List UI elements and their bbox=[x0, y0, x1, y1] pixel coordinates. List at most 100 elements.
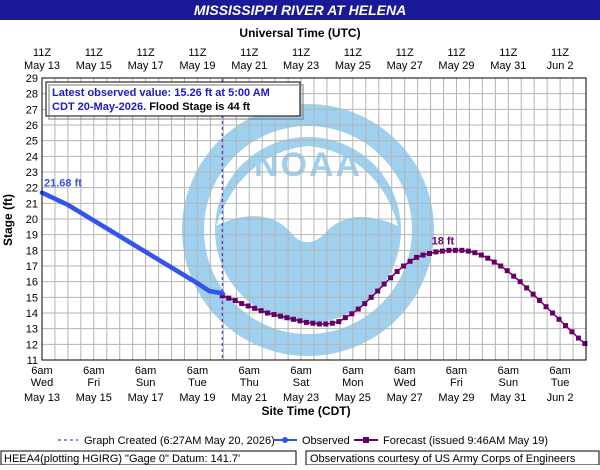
top-tick-date: May 29 bbox=[438, 60, 474, 72]
top-tick-date: May 19 bbox=[179, 60, 215, 72]
legend-forecast-label: Forecast (issued 9:46AM May 19) bbox=[383, 435, 548, 447]
top-tick-date: May 27 bbox=[387, 60, 423, 72]
y-tick-label: 16 bbox=[26, 277, 38, 289]
forecast-point bbox=[537, 297, 543, 303]
forecast-point bbox=[388, 275, 394, 281]
forecast-point bbox=[459, 247, 465, 253]
forecast-point bbox=[316, 321, 322, 327]
forecast-point bbox=[323, 321, 329, 327]
x-tick-date: May 15 bbox=[76, 392, 112, 404]
forecast-point bbox=[232, 297, 238, 303]
forecast-point bbox=[511, 273, 517, 279]
x-tick-date: May 27 bbox=[387, 392, 423, 404]
forecast-point bbox=[407, 258, 413, 264]
flood-stage-text: CDT 20-May-2026. Flood Stage is 44 ft bbox=[52, 101, 250, 113]
forecast-point bbox=[517, 279, 523, 285]
top-tick-time: 11Z bbox=[447, 47, 465, 59]
forecast-point bbox=[290, 316, 296, 322]
x-tick-time: 6am bbox=[342, 365, 363, 377]
observed-series bbox=[39, 190, 225, 296]
forecast-point bbox=[491, 259, 497, 265]
observed-point bbox=[219, 290, 225, 296]
data-annotations: 21.68 ft 18 ft bbox=[44, 178, 455, 248]
forecast-point bbox=[219, 293, 225, 299]
x-tick-date: May 21 bbox=[231, 392, 267, 404]
forecast-point bbox=[575, 335, 581, 341]
x-tick-time: 6am bbox=[135, 365, 156, 377]
forecast-point bbox=[368, 294, 374, 300]
x-axis-label: Site Time (CDT) bbox=[261, 404, 350, 418]
forecast-point bbox=[420, 252, 426, 258]
y-tick-label: 17 bbox=[26, 261, 38, 273]
forecast-point bbox=[271, 312, 277, 318]
forecast-point bbox=[226, 295, 232, 301]
x-tick-day: Fri bbox=[87, 377, 100, 389]
observed-date-text: CDT 20-May-2026. bbox=[52, 101, 146, 113]
y-tick-label: 29 bbox=[26, 73, 38, 85]
y-tick-label: 23 bbox=[26, 167, 38, 179]
forecast-point bbox=[349, 311, 355, 317]
forecast-point bbox=[543, 304, 549, 310]
top-tick-time: 11Z bbox=[240, 47, 258, 59]
y-tick-label: 21 bbox=[26, 198, 38, 210]
forecast-point bbox=[504, 268, 510, 274]
y-tick-label: 11 bbox=[27, 355, 38, 367]
forecast-point bbox=[265, 310, 271, 316]
forecast-point bbox=[284, 315, 290, 321]
x-tick-date: May 31 bbox=[490, 392, 526, 404]
top-tick-date: May 31 bbox=[490, 60, 526, 72]
top-tick-date: May 15 bbox=[76, 60, 112, 72]
flood-stage-value: Flood Stage is 44 ft bbox=[146, 101, 250, 113]
forecast-point bbox=[569, 329, 575, 335]
top-axis-label: Universal Time (UTC) bbox=[239, 26, 360, 40]
forecast-point bbox=[278, 313, 284, 319]
top-tick-time: 11Z bbox=[396, 47, 414, 59]
x-tick-day: Wed bbox=[393, 377, 415, 389]
forecast-point bbox=[472, 250, 478, 256]
x-tick-day: Thu bbox=[240, 377, 259, 389]
x-tick-date: May 17 bbox=[128, 392, 164, 404]
y-tick-label: 14 bbox=[26, 308, 38, 320]
forecast-point bbox=[452, 247, 458, 253]
y-tick-label: 27 bbox=[26, 104, 38, 116]
annotation-label: 21.68 ft bbox=[44, 178, 82, 190]
info-box bbox=[45, 81, 301, 117]
forecast-point bbox=[401, 263, 407, 269]
legend-observed-label: Observed bbox=[302, 435, 350, 447]
y-axis-ticks: 11 12 13 14 15 16 17 18 19 20 21 22 23 24 25 26 27 28 29 bbox=[26, 73, 38, 367]
x-tick-date: May 23 bbox=[283, 392, 319, 404]
forecast-point bbox=[446, 247, 452, 253]
chart-title: MISSISSIPPI RIVER AT HELENA bbox=[194, 2, 406, 18]
y-axis-label: Stage (ft) bbox=[1, 194, 15, 246]
top-tick-time: 11Z bbox=[292, 47, 310, 59]
forecast-point bbox=[336, 319, 342, 325]
x-tick-time: 6am bbox=[31, 365, 52, 377]
top-tick-date: May 25 bbox=[335, 60, 371, 72]
y-tick-label: 20 bbox=[26, 214, 38, 226]
latest-observed-text: Latest observed value: 15.26 ft at 5:00 … bbox=[52, 87, 270, 99]
datum-text: HEEA4(plotting HGIRG) "Gage 0" Datum: 14… bbox=[4, 453, 240, 465]
x-tick-time: 6am bbox=[549, 365, 570, 377]
forecast-point bbox=[239, 301, 245, 307]
x-tick-day: Sun bbox=[498, 377, 518, 389]
x-tick-time: 6am bbox=[446, 365, 467, 377]
top-tick-date: May 17 bbox=[128, 60, 164, 72]
x-tick-day: Tue bbox=[551, 377, 570, 389]
forecast-point bbox=[329, 320, 335, 326]
x-tick-time: 6am bbox=[187, 365, 208, 377]
forecast-point bbox=[433, 249, 439, 255]
x-tick-date: Jun 2 bbox=[547, 392, 574, 404]
top-tick-date: May 23 bbox=[283, 60, 319, 72]
top-tick-time: 11Z bbox=[188, 47, 206, 59]
top-tick-date: May 13 bbox=[24, 60, 60, 72]
noaa-logo-icon: NOAA bbox=[182, 104, 434, 356]
forecast-point bbox=[524, 285, 530, 291]
annotation-label: 18 ft bbox=[432, 235, 455, 247]
x-tick-date: May 13 bbox=[24, 392, 60, 404]
forecast-point bbox=[439, 248, 445, 254]
top-tick-date: Jun 2 bbox=[547, 60, 574, 72]
forecast-point bbox=[342, 315, 348, 321]
forecast-point bbox=[414, 254, 420, 260]
